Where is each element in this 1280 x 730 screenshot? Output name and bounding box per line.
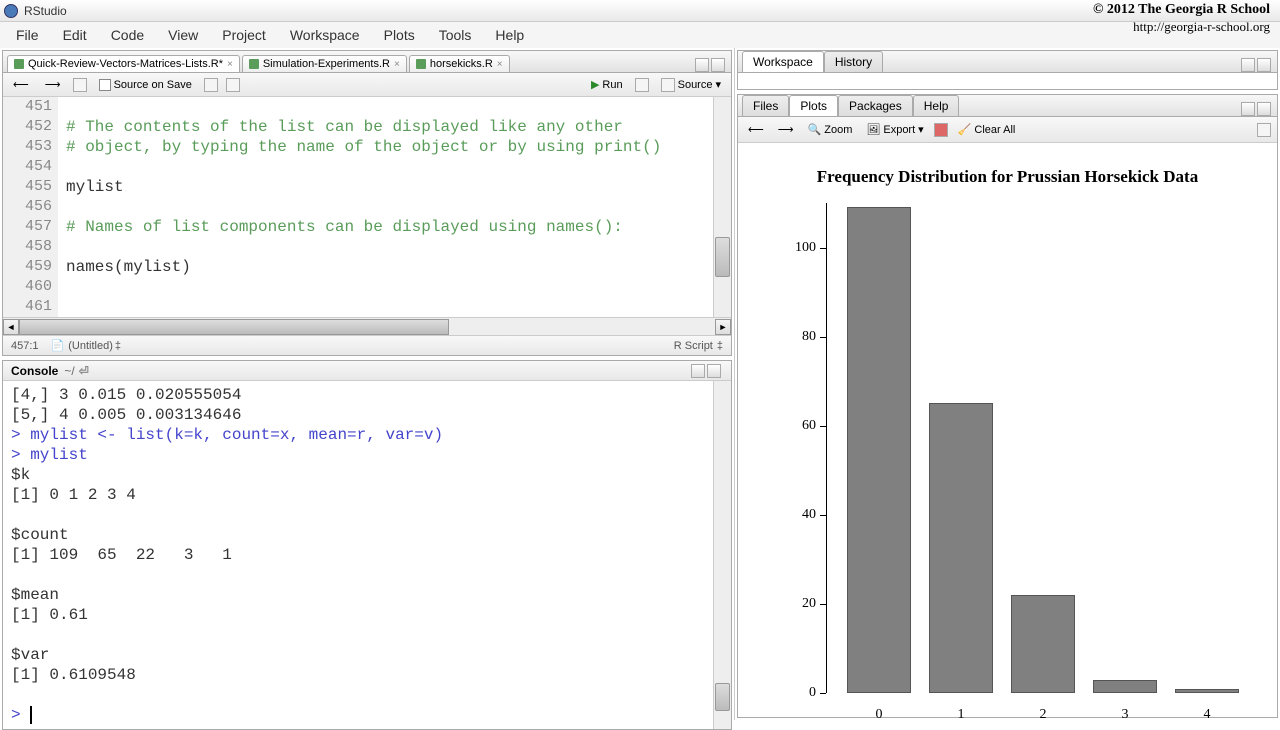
language-label: R Script [674,340,713,352]
tab-workspace[interactable]: Workspace [742,51,824,72]
menu-plots[interactable]: Plots [374,25,425,45]
source-icon [661,78,675,92]
plot-area: Frequency Distribution for Prussian Hors… [738,143,1277,717]
find-icon[interactable] [204,78,218,92]
wand-icon[interactable] [226,78,240,92]
chart-title: Frequency Distribution for Prussian Hors… [738,167,1277,187]
export-label: Export [883,124,915,136]
console-output[interactable]: [4,] 3 0.015 0.020555054[5,] 4 0.005 0.0… [3,381,713,729]
menu-project[interactable]: Project [212,25,276,45]
plots-pane: Files Plots Packages Help ⟵ ⟶ 🔍Zoom 🖼Exp… [737,94,1278,718]
maximize-icon[interactable] [1257,102,1271,116]
zoom-button[interactable]: 🔍Zoom [804,122,857,137]
clear-all-label: Clear All [974,124,1015,136]
menu-help[interactable]: Help [485,25,534,45]
source-on-save-label: Source on Save [114,79,192,91]
scrollbar-thumb[interactable] [715,237,730,277]
console-header: Console ~/ ⏎ [3,361,731,381]
titlebar: RStudio [0,0,1280,22]
doc-name: (Untitled) [68,340,113,352]
tab-label: horsekicks.R [430,58,493,70]
prev-plot-button[interactable]: ⟵ [744,122,768,137]
source-tabs: Quick-Review-Vectors-Matrices-Lists.R* ×… [3,51,731,73]
menu-view[interactable]: View [158,25,208,45]
menu-workspace[interactable]: Workspace [280,25,370,45]
source-pane: Quick-Review-Vectors-Matrices-Lists.R* ×… [2,50,732,356]
source-on-save-toggle[interactable]: Source on Save [95,78,196,92]
save-icon[interactable] [73,78,87,92]
console-path: ~/ [64,364,74,378]
run-label: Run [602,79,622,91]
rerun-icon[interactable] [635,78,649,92]
r-file-icon [416,59,426,69]
app-icon [4,4,18,18]
menubar: File Edit Code View Project Workspace Pl… [0,22,1280,48]
menu-edit[interactable]: Edit [53,25,97,45]
tab-help[interactable]: Help [913,95,960,116]
minimize-icon[interactable] [1241,102,1255,116]
scrollbar-horizontal[interactable]: ◄ ► [3,317,731,335]
minimize-icon[interactable] [695,58,709,72]
tab-history[interactable]: History [824,51,883,72]
menu-tools[interactable]: Tools [429,25,482,45]
maximize-icon[interactable] [711,58,725,72]
close-icon[interactable]: × [227,59,233,70]
code-editor[interactable]: 451452453454455456457458459460461 # The … [3,97,731,317]
window-title: RStudio [24,4,67,18]
tab-label: Quick-Review-Vectors-Matrices-Lists.R* [28,58,223,70]
source-toolbar: ⟵ ⟶ Source on Save ▶ Run Source [3,73,731,97]
maximize-icon[interactable] [707,364,721,378]
export-button[interactable]: 🖼Export▾ [862,122,927,137]
plots-toolbar: ⟵ ⟶ 🔍Zoom 🖼Export▾ 🧹Clear All [738,117,1277,143]
checkbox-icon[interactable] [99,79,111,91]
plots-tabs: Files Plots Packages Help [738,95,1277,117]
remove-plot-icon[interactable] [934,123,948,137]
workspace-pane: Workspace History [737,50,1278,90]
source-statusbar: 457:1 📄 (Untitled) ‡ R Script ‡ [3,335,731,355]
scrollbar-thumb-h[interactable] [19,319,449,335]
code-lines[interactable]: # The contents of the list can be displa… [58,97,713,317]
line-gutter: 451452453454455456457458459460461 [3,97,58,317]
workspace-tabs: Workspace History [738,51,1277,73]
scroll-right-icon[interactable]: ► [715,319,731,335]
run-button[interactable]: ▶ Run [587,77,627,92]
back-button[interactable]: ⟵ [9,77,33,92]
tab-plots[interactable]: Plots [789,95,838,116]
menu-file[interactable]: File [6,25,49,45]
source-label: Source [678,79,713,91]
close-icon[interactable]: × [394,59,400,70]
scrollbar-vertical[interactable] [713,97,731,317]
copyright-banner: © 2012 The Georgia R School http://georg… [1093,2,1270,34]
tab-label: Simulation-Experiments.R [263,58,390,70]
minimize-icon[interactable] [1241,58,1255,72]
next-plot-button[interactable]: ⟶ [774,122,798,137]
scroll-left-icon[interactable]: ◄ [3,319,19,335]
scrollbar-vertical[interactable] [713,381,731,729]
source-tab-0[interactable]: Quick-Review-Vectors-Matrices-Lists.R* × [7,55,240,72]
source-tab-2[interactable]: horsekicks.R × [409,55,510,72]
menu-code[interactable]: Code [101,25,154,45]
console-pane: Console ~/ ⏎ [4,] 3 0.015 0.020555054[5,… [2,360,732,730]
source-tab-1[interactable]: Simulation-Experiments.R × [242,55,407,72]
bar-chart: 02040608010001234 [798,203,1258,693]
maximize-icon[interactable] [1257,58,1271,72]
refresh-icon[interactable] [1257,123,1271,137]
r-file-icon [249,59,259,69]
cursor-position: 457:1 [11,340,39,352]
console-title: Console [11,364,58,378]
scrollbar-thumb[interactable] [715,683,730,711]
close-icon[interactable]: × [497,59,503,70]
tab-files[interactable]: Files [742,95,789,116]
source-button[interactable]: Source ▾ [657,77,725,93]
copyright-line1: © 2012 The Georgia R School [1093,2,1270,19]
zoom-label: Zoom [824,124,852,136]
copyright-line2: http://georgia-r-school.org [1093,19,1270,35]
r-file-icon [14,59,24,69]
tab-packages[interactable]: Packages [838,95,913,116]
clear-all-button[interactable]: 🧹Clear All [954,122,1020,137]
minimize-icon[interactable] [691,364,705,378]
forward-button[interactable]: ⟶ [41,77,65,92]
